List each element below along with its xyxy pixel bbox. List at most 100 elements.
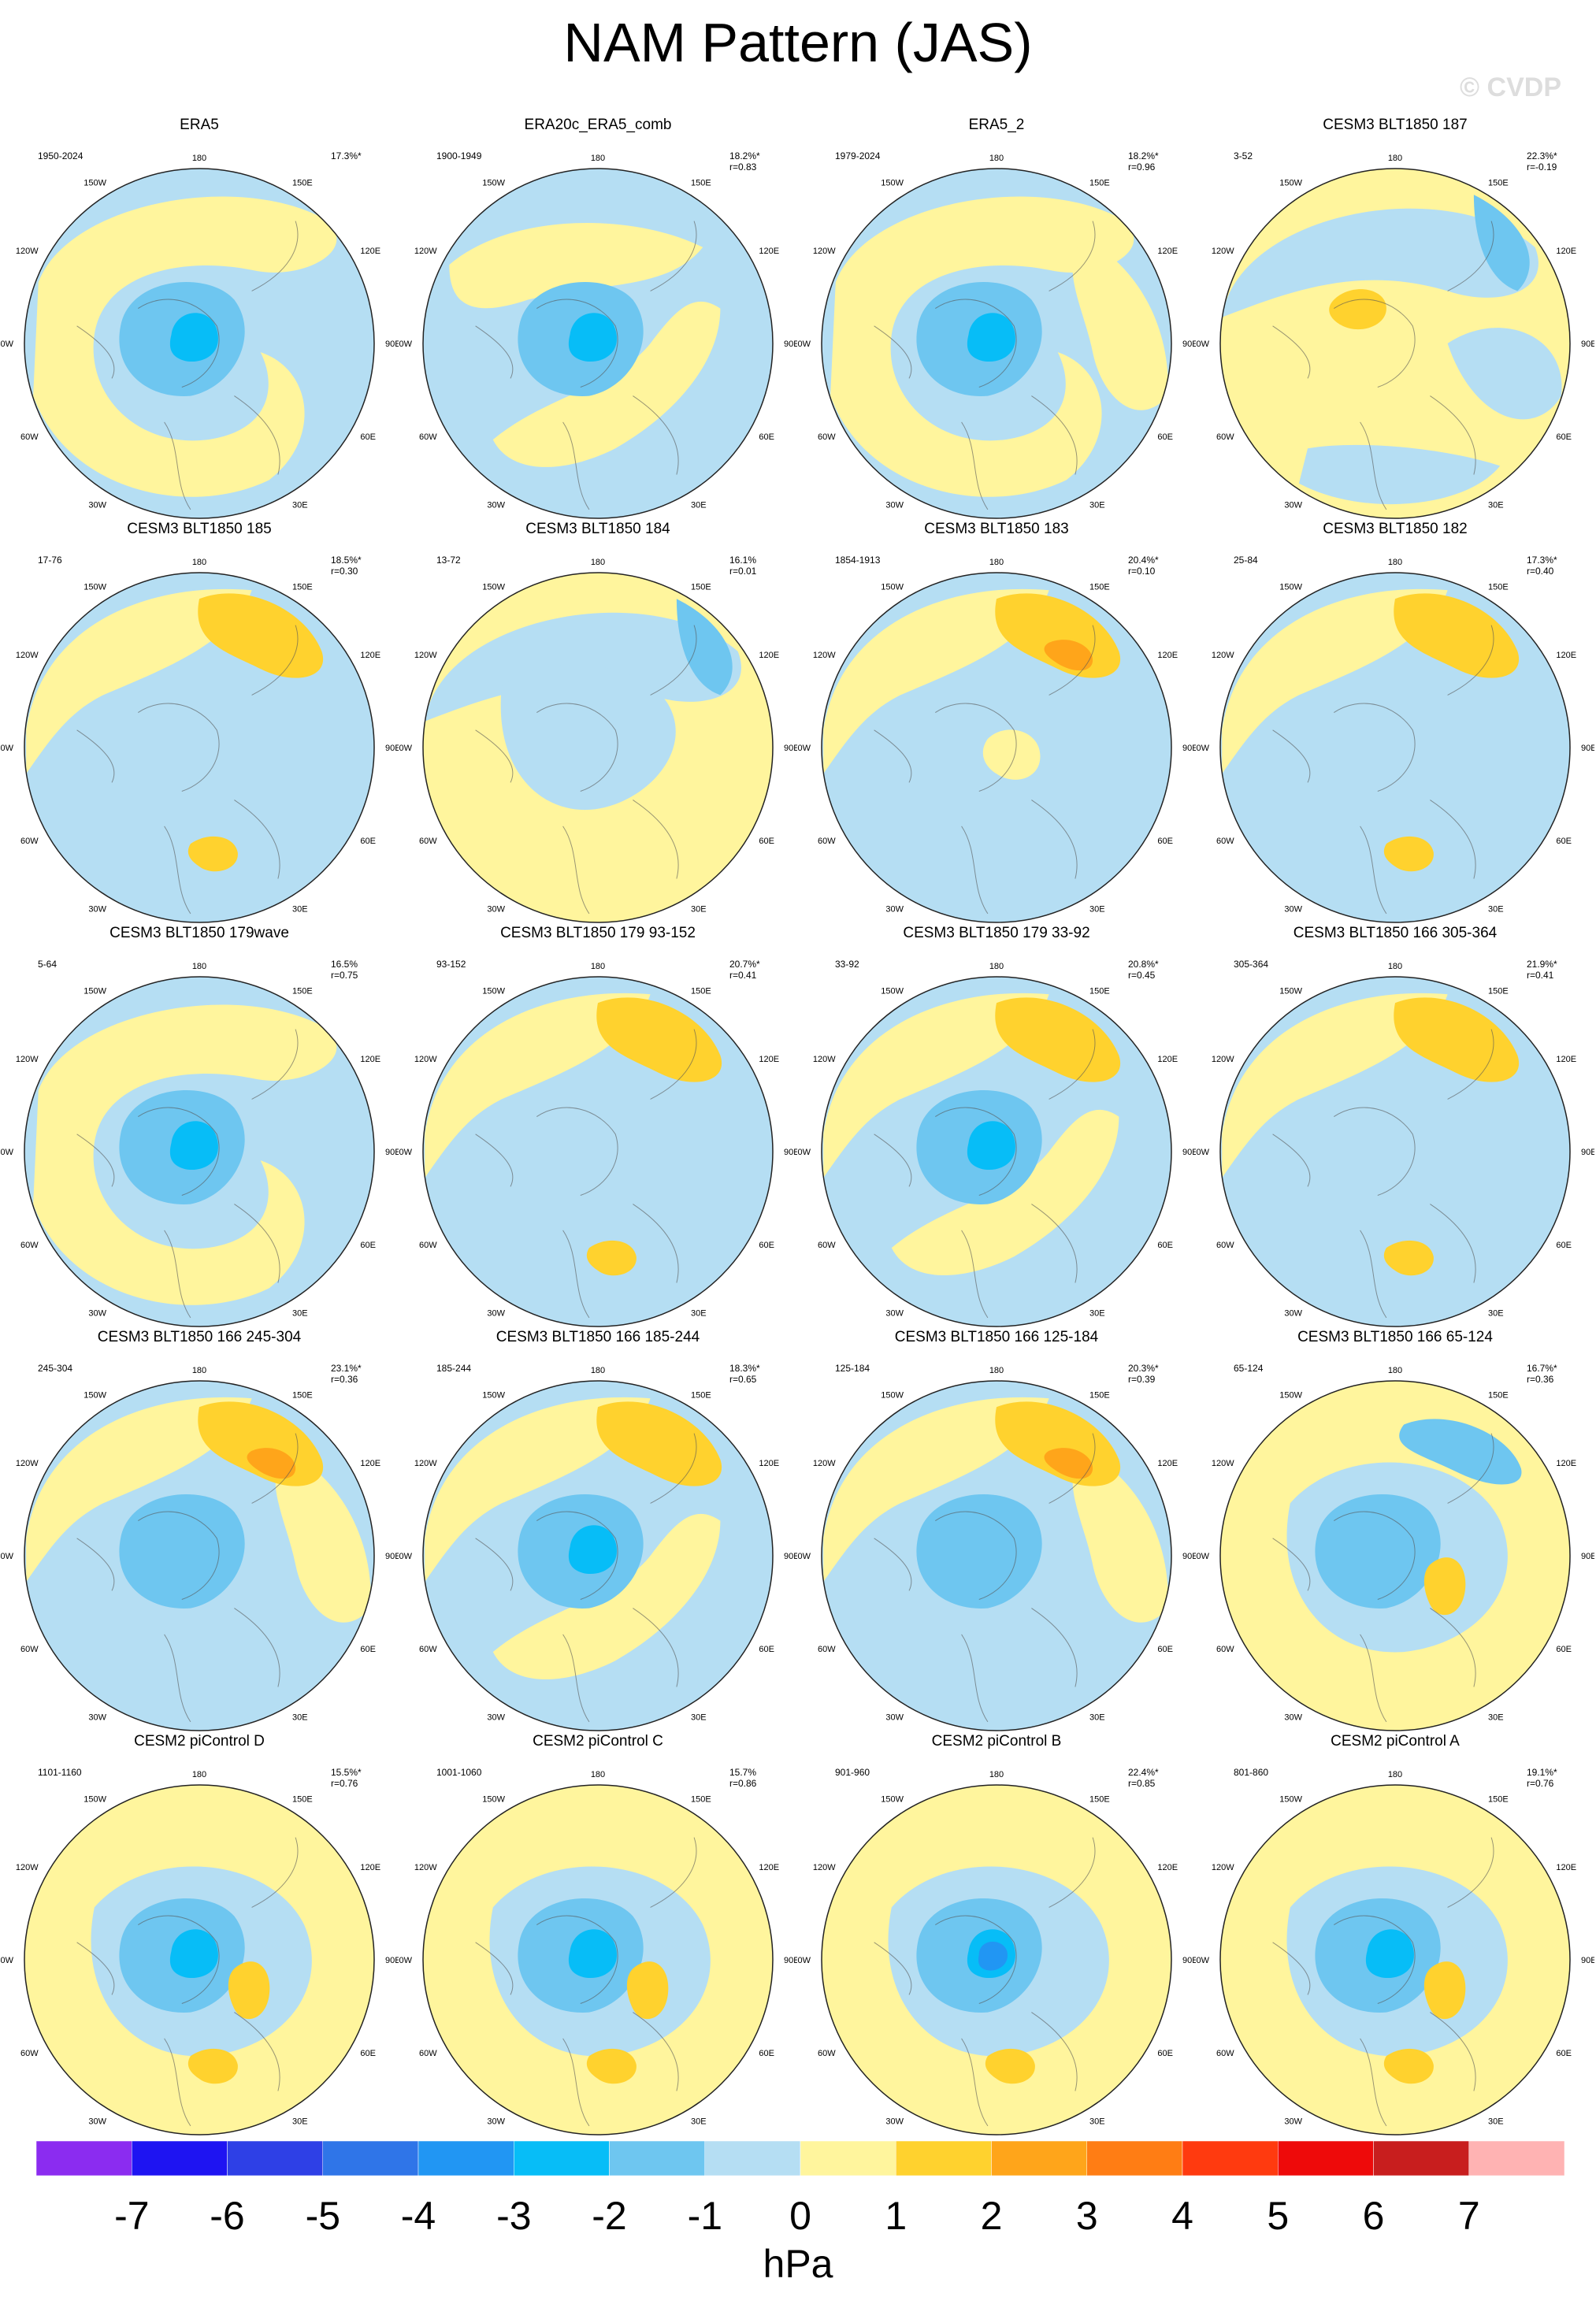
colorbar-box — [132, 2141, 228, 2176]
longitude-label: 90E — [784, 1956, 797, 1965]
longitude-label: 120W — [1212, 651, 1234, 660]
contour-region — [967, 313, 1015, 362]
longitude-label: 90E — [385, 1956, 399, 1965]
colorbar-box — [609, 2141, 705, 2176]
longitude-label: 60E — [759, 2049, 774, 2058]
longitude-label: 90E — [1581, 1956, 1594, 1965]
panel-correlation: r=0.36 — [1527, 1374, 1554, 1385]
longitude-label: 150E — [691, 583, 711, 592]
colorbar-tick: -2 — [592, 2194, 627, 2238]
map-panel: 180150E120E90E60E30E030W60W90W120W150WCE… — [797, 925, 1196, 1334]
contour-region — [1072, 1450, 1168, 1623]
panel-variance: 21.9%* — [1527, 959, 1557, 970]
longitude-label: 60W — [20, 1241, 39, 1250]
map-panel: 180150E120E90E60E30E030W60W90W120W150WCE… — [1196, 1329, 1594, 1738]
contour-region — [1399, 1419, 1522, 1485]
map-panel: 180150E120E90E60E30E030W60W90W120W150WCE… — [0, 925, 399, 1334]
longitude-label: 150E — [1488, 1795, 1509, 1805]
longitude-label: 150W — [1279, 1391, 1302, 1401]
longitude-label: 90W — [0, 1552, 14, 1561]
longitude-label: 30W — [1284, 1712, 1302, 1722]
longitude-label: 60W — [818, 1645, 836, 1654]
longitude-label: 30E — [1488, 1308, 1504, 1318]
longitude-label: 30W — [885, 904, 904, 914]
map-boundary — [24, 976, 375, 1327]
contour-region — [1222, 993, 1448, 1178]
longitude-label: 150W — [482, 987, 505, 996]
panel-title: CESM3 BLT1850 166 245-304 — [97, 1329, 302, 1345]
panel-title: CESM3 BLT1850 183 — [924, 521, 1069, 537]
longitude-label: 120E — [1157, 651, 1178, 660]
colorbar-tick: -6 — [210, 2194, 245, 2238]
polar-map: 180150E120E90E60E30E030W60W90W120W150W — [399, 1366, 797, 1738]
longitude-label: 180 — [591, 1366, 605, 1375]
map-boundary — [422, 976, 774, 1327]
contour-region — [568, 1525, 617, 1575]
longitude-label: 150W — [1279, 583, 1302, 592]
longitude-label: 150W — [1279, 179, 1302, 188]
panel-title: ERA20c_ERA5_comb — [524, 117, 672, 133]
panel-variance: 20.3%* — [1128, 1363, 1159, 1374]
longitude-label: 120E — [1157, 1459, 1178, 1468]
longitude-label: 0 — [197, 525, 202, 526]
longitude-label: 120W — [414, 1055, 437, 1064]
longitude-label: 30W — [487, 500, 505, 510]
longitude-label: 120W — [414, 1863, 437, 1872]
panel-title: CESM3 BLT1850 179wave — [109, 925, 289, 941]
panel-correlation: r=0.01 — [729, 566, 757, 577]
longitude-label: 90E — [385, 1148, 399, 1157]
longitude-label: 150W — [482, 583, 505, 592]
coastline — [1272, 221, 1494, 510]
longitude-label: 90E — [784, 1148, 797, 1157]
coastline — [76, 1433, 299, 1723]
panel-correlation: r=-0.19 — [1527, 161, 1557, 173]
coastline — [874, 1837, 1096, 2127]
longitude-label: 30W — [487, 904, 505, 914]
contour-region — [1383, 2048, 1434, 2084]
panel-title: CESM3 BLT1850 166 65-124 — [1297, 1329, 1493, 1345]
longitude-label: 90E — [1581, 340, 1594, 349]
longitude-label: 150W — [84, 1391, 106, 1401]
panel-title: CESM3 BLT1850 185 — [127, 521, 272, 537]
longitude-label: 30E — [1089, 500, 1105, 510]
colorbar-tick: 4 — [1171, 2194, 1193, 2238]
polar-map: 180150E120E90E60E30E030W60W90W120W150W — [797, 558, 1196, 930]
panel-correlation: r=0.40 — [1527, 566, 1554, 577]
longitude-label: 60W — [1216, 2049, 1234, 2058]
longitude-label: 150E — [1488, 1391, 1509, 1401]
map-panel: 180150E120E90E60E30E030W60W90W120W150WCE… — [1196, 1733, 1594, 2143]
longitude-label: 30E — [1488, 500, 1504, 510]
longitude-label: 30W — [88, 1308, 106, 1318]
panel-variance: 20.4%* — [1128, 555, 1159, 566]
longitude-label: 150E — [292, 987, 313, 996]
longitude-label: 90W — [1196, 1148, 1210, 1157]
longitude-label: 90W — [1196, 340, 1210, 349]
map-panel: 180 150E 120E 90E 60E 30E 0 30W 60W 90W 120W 150W ER… — [0, 117, 399, 526]
colorbar-box — [514, 2141, 610, 2176]
longitude-label: 30E — [1089, 2117, 1105, 2126]
colorbar-box — [991, 2141, 1087, 2176]
longitude-label: 150W — [881, 1391, 904, 1401]
longitude-label: 150E — [1488, 179, 1509, 188]
colorbar-tick: 6 — [1362, 2194, 1385, 2238]
map-boundary — [422, 168, 774, 519]
longitude-label: 150E — [1089, 179, 1110, 188]
polar-map: 180150E120E90E60E30E030W60W90W120W150W — [0, 962, 399, 1334]
map-panel: 180150E120E90E60E30E030W60W90W120W150WCE… — [399, 1733, 797, 2143]
longitude-label: 120W — [16, 1459, 39, 1468]
longitude-label: 180 — [989, 1366, 1004, 1375]
longitude-label: 60E — [360, 432, 376, 442]
polar-map: 180150E120E90E60E30E030W60W90W120W150W — [0, 558, 399, 930]
copyright-watermark: © CVDP — [1460, 72, 1561, 102]
longitude-label: 30E — [292, 500, 308, 510]
longitude-label: 60E — [360, 2049, 376, 2058]
contour-region — [1222, 208, 1538, 317]
coastline — [1272, 1433, 1494, 1723]
panel-title: CESM3 BLT1850 184 — [525, 521, 670, 537]
longitude-label: 60W — [20, 1645, 39, 1654]
longitude-label: 150W — [881, 179, 904, 188]
longitude-label: 120W — [1212, 1863, 1234, 1872]
longitude-label: 150E — [691, 179, 711, 188]
longitude-label: 150E — [292, 1391, 313, 1401]
longitude-label: 60E — [1157, 1645, 1173, 1654]
